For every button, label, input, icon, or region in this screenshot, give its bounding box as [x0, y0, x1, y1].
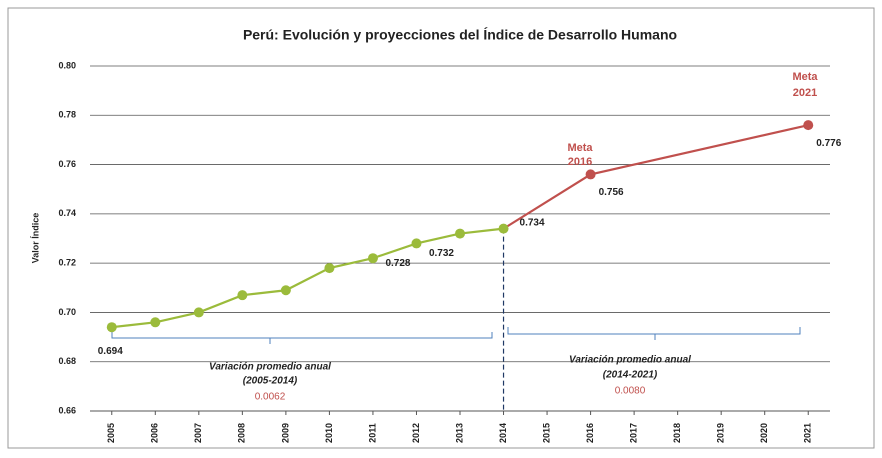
x-tick-label: 2010	[324, 423, 334, 443]
annotation: Variación promedio anual	[209, 362, 331, 373]
y-tick-label: 0.72	[58, 258, 76, 268]
x-tick-label: 2014	[498, 423, 508, 443]
x-tick-label: 2021	[803, 423, 813, 443]
x-tick-label: 2007	[193, 423, 203, 443]
point	[411, 238, 422, 249]
annotation: Variación promedio anual	[569, 355, 691, 366]
annotation: Meta	[567, 142, 593, 154]
point	[193, 307, 204, 318]
x-tick-label: 2009	[280, 423, 290, 443]
series-line	[111, 227, 504, 329]
y-tick-label: 0.70	[58, 307, 76, 317]
x-tick-label: 2017	[628, 423, 638, 443]
chart-title: Perú: Evolución y proyecciones del Índic…	[243, 27, 677, 43]
y-tick-label: 0.66	[58, 405, 76, 415]
data-label: 0.756	[599, 187, 624, 198]
bracket	[111, 332, 493, 344]
x-tick-label: 2008	[237, 423, 247, 443]
point	[106, 322, 117, 333]
y-axis-label: Valor Índice	[30, 213, 40, 264]
x-tick-label: 2018	[672, 423, 682, 443]
annotation: (2014-2021)	[603, 370, 658, 381]
data-label: 0.728	[385, 258, 410, 269]
x-tick-label: 2005	[106, 423, 116, 443]
point	[803, 120, 814, 131]
y-tick-label: 0.78	[58, 110, 76, 120]
annotation: 0.0080	[615, 386, 646, 397]
annotation: 0.0062	[255, 392, 286, 403]
point	[498, 223, 509, 234]
data-label: 0.694	[98, 346, 123, 357]
point	[150, 317, 161, 328]
x-tick-label: 2015	[541, 423, 551, 443]
annotation: 2021	[793, 87, 817, 99]
y-tick-label: 0.74	[58, 208, 76, 218]
y-tick-label: 0.76	[58, 159, 76, 169]
x-tick-label: 2006	[150, 423, 160, 443]
y-tick-label: 0.80	[58, 60, 76, 70]
bracket	[507, 327, 801, 340]
annotation: Meta	[792, 71, 818, 83]
data-label: 0.776	[816, 138, 841, 149]
point	[280, 285, 291, 296]
annotation: (2005-2014)	[243, 376, 298, 387]
frame	[7, 7, 875, 449]
data-label: 0.734	[520, 217, 545, 228]
x-tick-label: 2016	[585, 423, 595, 443]
x-tick-label: 2020	[759, 423, 769, 443]
x-tick-label: 2012	[411, 423, 421, 443]
x-tick-label: 2019	[716, 423, 726, 443]
x-tick-label: 2011	[367, 423, 377, 443]
data-label: 0.732	[429, 248, 454, 259]
point	[324, 263, 335, 274]
y-tick-label: 0.68	[58, 356, 76, 366]
point	[585, 169, 596, 180]
point	[367, 253, 378, 264]
point	[455, 228, 465, 239]
annotation: 2016	[568, 156, 592, 168]
x-tick-label: 2013	[454, 423, 464, 443]
point	[237, 290, 248, 301]
